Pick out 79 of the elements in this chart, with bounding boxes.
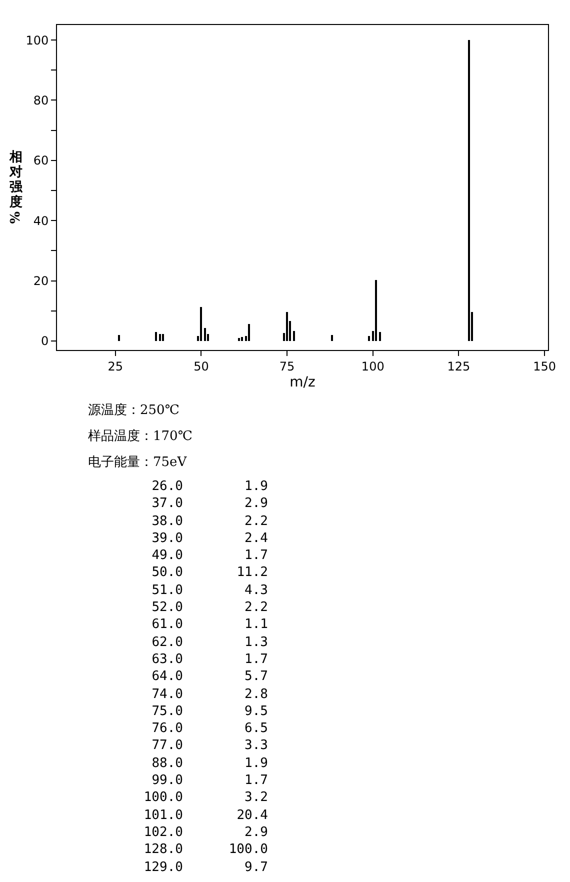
bar — [162, 334, 164, 341]
text: 2.4 — [244, 530, 268, 546]
text: 1.9 — [244, 479, 268, 494]
bar — [293, 331, 295, 341]
text: 1.3 — [244, 634, 268, 650]
text: 2.9 — [244, 824, 268, 840]
text: 2.2 — [244, 600, 268, 616]
y-tick-label: 60 — [33, 154, 49, 168]
category-label: 76.0 — [150, 720, 183, 738]
category-label: 38.0 — [150, 512, 183, 530]
text: 2.8 — [244, 686, 268, 702]
text: 6.5 — [244, 721, 268, 736]
text: 1.7 — [244, 548, 268, 564]
category-label: 102.0 — [142, 824, 183, 842]
bar — [200, 307, 202, 341]
category-label: 128.0 — [142, 841, 183, 859]
text: 样品温度：170℃ — [88, 428, 192, 446]
category-label: 100.0 — [142, 789, 183, 807]
y-tick-label: 0 — [40, 334, 49, 348]
text: 1.7 — [244, 773, 268, 788]
y-tick-label: 20 — [33, 274, 49, 288]
bar — [159, 334, 161, 341]
text: 源温度：250℃ — [88, 402, 180, 420]
category-label: 50.0 — [150, 564, 183, 582]
text: 9.5 — [244, 704, 268, 719]
text: 1.1 — [244, 617, 268, 632]
bar — [241, 337, 243, 341]
text: 5.7 — [244, 669, 268, 684]
text: 电子能量：75eV — [88, 454, 188, 472]
text: 100.0 — [228, 842, 268, 858]
x-tick-label: 50 — [194, 359, 209, 374]
category-label: 74.0 — [150, 686, 183, 703]
bar — [248, 324, 250, 341]
category-label: 52.0 — [150, 599, 183, 616]
text: 9.7 — [244, 860, 268, 875]
x-tick-label: 125 — [447, 359, 470, 374]
bar — [379, 332, 381, 341]
x-tick-label: 75 — [279, 359, 295, 374]
category-label: 64.0 — [150, 668, 183, 686]
category-label: 99.0 — [150, 772, 183, 790]
category-label: 75.0 — [150, 702, 183, 720]
category-label: 51.0 — [150, 582, 183, 600]
category-label: 61.0 — [150, 616, 183, 634]
category-label: 88.0 — [150, 754, 183, 772]
text: 20.4 — [236, 808, 268, 823]
bar — [155, 332, 157, 341]
bar — [118, 335, 120, 341]
text: 3.3 — [244, 738, 268, 754]
text: 2.2 — [244, 514, 268, 529]
x-tick-label: 25 — [108, 359, 124, 374]
y-axis-title: 相对强度% — [8, 150, 24, 226]
category-label: 62.0 — [150, 634, 183, 651]
x-axis-title: m/z — [290, 374, 316, 391]
category-label: 37.0 — [150, 495, 183, 513]
y-tick-label: 40 — [33, 214, 49, 228]
x-tick-label: 100 — [361, 359, 384, 374]
bar — [375, 280, 377, 341]
bar — [368, 336, 370, 341]
bar — [204, 328, 206, 341]
text: 1.7 — [244, 652, 268, 667]
y-tick-label: 100 — [26, 33, 49, 48]
bar — [286, 312, 288, 341]
text: 1.9 — [244, 756, 268, 771]
bar — [238, 338, 240, 341]
y-tick-label: 80 — [33, 93, 49, 108]
category-label: 101.0 — [142, 806, 183, 824]
text: 2.9 — [244, 496, 268, 512]
category-label: 77.0 — [150, 737, 183, 755]
category-label: 129.0 — [142, 858, 183, 876]
category-label: 39.0 — [150, 530, 183, 548]
category-label: 63.0 — [150, 650, 183, 668]
x-tick-label: 150 — [533, 359, 556, 374]
bar — [331, 335, 333, 341]
category-label: 49.0 — [150, 547, 183, 564]
text: 11.2 — [236, 565, 268, 580]
category-label: 26.0 — [150, 478, 183, 496]
bar — [468, 40, 470, 341]
text: 3.2 — [244, 790, 268, 806]
text: 4.3 — [244, 582, 268, 598]
